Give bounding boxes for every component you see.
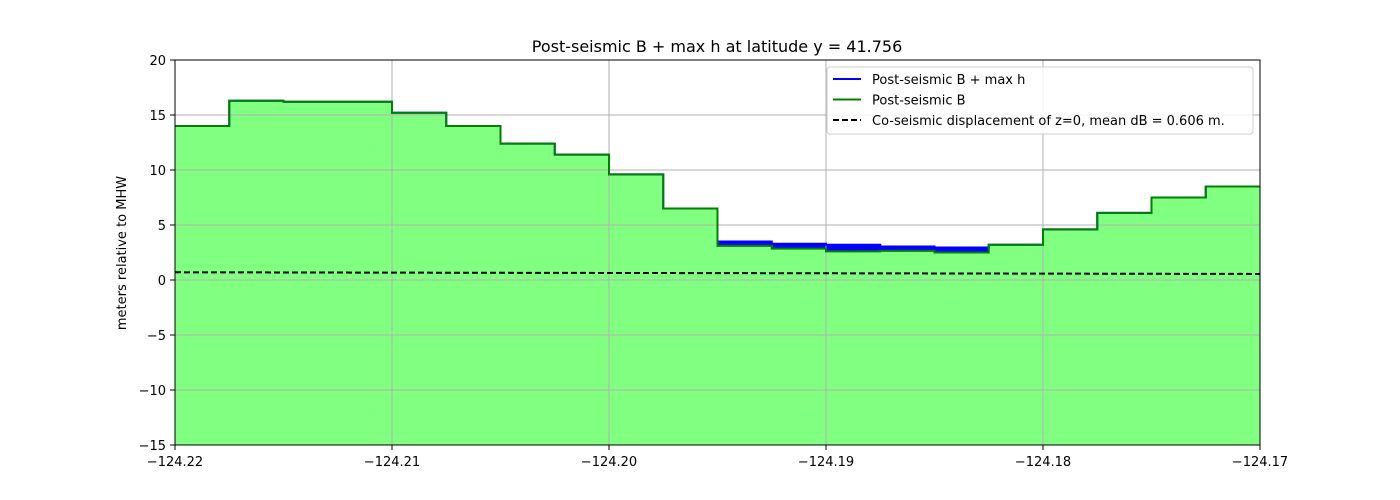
y-tick-label: 0 [158, 274, 166, 289]
y-tick-label: −5 [147, 329, 166, 344]
x-tick-label: −124.20 [581, 455, 637, 470]
series-line-coseismic-displacement [174, 271, 1261, 275]
axes-frame [174, 59, 1261, 446]
y-tick-label: 10 [149, 164, 166, 179]
chart-title: Post-seismic B + max h at latitude y = 4… [532, 37, 903, 56]
y-tick-label: 20 [149, 54, 166, 69]
x-tick-label: −124.19 [798, 455, 854, 470]
y-tick-label: 15 [149, 109, 166, 124]
legend-label: Co-seismic displacement of z=0, mean dB … [872, 114, 1225, 129]
legend-label: Post-seismic B [872, 94, 966, 109]
series-line-post-seismic-b [175, 99, 1260, 254]
y-tick-label: −15 [139, 439, 166, 454]
y-tick-label: −10 [139, 384, 166, 399]
y-tick-label: 5 [158, 219, 166, 234]
legend-box [826, 66, 1254, 135]
x-tick-label: −124.17 [1232, 455, 1288, 470]
plot-area: −124.22 −124.21 −124.20 −124.19 −124.18 −124.… [139, 54, 1289, 470]
y-axis-label: meters relative to MHW [115, 176, 130, 330]
x-tick-label: −124.22 [147, 455, 203, 470]
x-tick-label: −124.21 [364, 455, 420, 470]
x-tick-label: −124.18 [1015, 455, 1071, 470]
legend: Post-seismic B + max h Post-seismic B Co-s… [826, 66, 1254, 135]
legend-label: Post-seismic B + max h [872, 73, 1025, 88]
